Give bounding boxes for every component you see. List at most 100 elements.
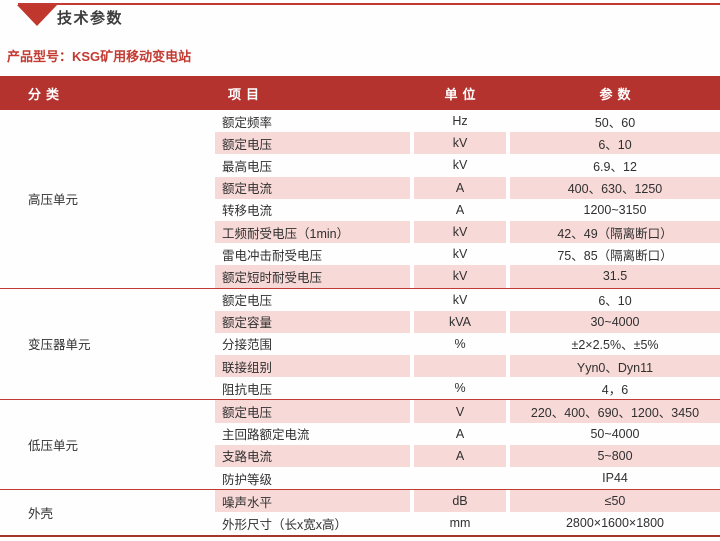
unit-cell: kV — [414, 132, 506, 155]
value-cell: IP44 — [602, 471, 628, 486]
item-cell: 主回路额定电流 — [222, 428, 310, 443]
table-row: 工频耐受电压（1min） kV 42、49（隔离断口） — [215, 220, 720, 244]
unit-cell: kV — [452, 158, 468, 173]
unit-cell: % — [454, 381, 466, 396]
unit-cell: % — [454, 336, 466, 351]
unit-cell: V — [414, 400, 506, 423]
table-body: 高压单元 额定频率 Hz 50、60 额定电压 kV 6、10 最高电压 kV 6.9、12 额定电… — [0, 110, 720, 537]
table-row: 最高电压 kV 6.9、12 — [215, 154, 720, 176]
table-row: 额定电压 kV 6、10 — [215, 289, 720, 311]
value-cell: 42、49（隔离断口） — [510, 220, 720, 244]
header-item: 项目 — [228, 86, 265, 102]
unit-cell: kV — [414, 220, 506, 244]
item-cell: 分接范围 — [222, 338, 273, 353]
section-rows: 额定电压 V 220、400、690、1200、3450 主回路额定电流 A 50~400… — [215, 400, 720, 489]
value-cell: 2800×1600×1800 — [565, 516, 665, 531]
value-cell: Yyn0、Dyn11 — [510, 355, 720, 378]
table-row: 主回路额定电流 A 50~4000 — [215, 423, 720, 445]
table-header-row: 分类 项目 单位 参数 — [0, 76, 720, 110]
header-category: 分类 — [28, 86, 65, 102]
table-section: 低压单元 额定电压 V 220、400、690、1200、3450 主回路额定电流 A 50… — [0, 399, 720, 489]
top-divider-line — [18, 3, 720, 5]
value-cell: 4，6 — [601, 382, 629, 397]
table-section: 高压单元 额定频率 Hz 50、60 额定电压 kV 6、10 最高电压 kV 6.9、12 额定电… — [0, 110, 720, 288]
item-cell: 外形尺寸（长x宽x高） — [222, 517, 348, 532]
item-cell: 雷电冲击耐受电压 — [222, 248, 323, 263]
section-rows: 额定频率 Hz 50、60 额定电压 kV 6、10 最高电压 kV 6.9、12 额定电流 A 40… — [215, 110, 720, 288]
header-unit: 单位 — [444, 86, 481, 102]
value-cell: 30~4000 — [510, 310, 720, 333]
unit-cell: A — [414, 176, 506, 199]
table-row: 外形尺寸（长x宽x高） mm 2800×1600×1800 — [215, 512, 720, 534]
value-cell: 220、400、690、1200、3450 — [510, 400, 720, 423]
category-cell: 外壳 — [28, 506, 54, 521]
unit-cell — [414, 467, 506, 489]
table-row: 阻抗电压% 4，6 — [215, 377, 720, 399]
item-cell: 支路电流 — [215, 444, 410, 467]
table-row: 转移电流 A 1200~3150 — [215, 199, 720, 221]
category-cell: 高压单元 — [28, 193, 79, 208]
unit-cell — [414, 355, 506, 378]
table-row: 额定电压 kV 6、10 — [215, 132, 720, 155]
value-cell: 6.9、12 — [593, 159, 637, 174]
unit-cell: A — [455, 202, 465, 217]
value-cell: ±2×2.5%、±5% — [571, 338, 659, 353]
section-title: 技术参数 — [57, 10, 124, 27]
unit-cell: A — [455, 426, 465, 441]
unit-cell: kV — [414, 265, 506, 288]
value-cell: 75、85（隔离断口） — [557, 248, 673, 263]
unit-cell: A — [414, 444, 506, 467]
unit-cell: Hz — [452, 114, 468, 129]
table-row: 额定电流 A 400、630、1250 — [215, 176, 720, 199]
table-row: 联接组别 Yyn0、Dyn11 — [215, 355, 720, 378]
item-cell: 转移电流 — [222, 204, 273, 219]
table-row: 额定频率 Hz 50、60 — [215, 110, 720, 132]
value-cell: 50、60 — [594, 115, 636, 130]
table-row: 额定短时耐受电压 kV 31.5 — [215, 265, 720, 288]
item-cell: 额定电压 — [215, 400, 410, 423]
table-row: 分接范围% ±2×2.5%、±5% — [215, 333, 720, 355]
unit-cell: dB — [414, 490, 506, 513]
item-cell: 联接组别 — [215, 355, 410, 378]
category-cell: 变压器单元 — [28, 338, 91, 353]
item-cell: 最高电压 — [222, 159, 273, 174]
unit-cell: mm — [449, 516, 471, 531]
item-cell: 额定短时耐受电压 — [215, 265, 410, 288]
category-cell: 低压单元 — [28, 439, 79, 454]
unit-cell: kVA — [414, 310, 506, 333]
table-row: 防护等级 IP44 — [215, 467, 720, 489]
item-cell: 额定电压 — [215, 132, 410, 155]
table-row: 雷电冲击耐受电压 kV 75、85（隔离断口） — [215, 243, 720, 265]
table-row: 额定容量 kVA 30~4000 — [215, 310, 720, 333]
item-cell: 阻抗电压 — [222, 382, 273, 397]
item-cell: 额定容量 — [215, 310, 410, 333]
value-cell: 1200~3150 — [583, 202, 647, 217]
value-cell: 6、10 — [598, 294, 632, 309]
parameters-table: 分类 项目 单位 参数 高压单元 额定频率 Hz 50、60 额定电压 kV 6、10 最高电… — [0, 76, 720, 537]
item-cell: 噪声水平 — [215, 490, 410, 513]
value-cell: ≤50 — [510, 490, 720, 513]
item-cell: 额定电压 — [222, 294, 273, 309]
value-cell: 31.5 — [510, 265, 720, 288]
table-section: 变压器单元 额定电压 kV 6、10 额定容量 kVA 30~4000 分接范围% ±2×2.5… — [0, 287, 720, 400]
table-row: 支路电流 A 5~800 — [215, 444, 720, 467]
value-cell: 400、630、1250 — [510, 176, 720, 199]
section-rows: 额定电压 kV 6、10 额定容量 kVA 30~4000 分接范围% ±2×2.5%、±5%… — [215, 289, 720, 400]
table-row: 额定电压 V 220、400、690、1200、3450 — [215, 400, 720, 423]
table-row: 噪声水平 dB ≤50 — [215, 490, 720, 513]
unit-cell: kV — [452, 247, 468, 262]
value-cell: 5~800 — [510, 444, 720, 467]
item-cell: 工频耐受电压（1min） — [215, 220, 410, 244]
value-cell: 6、10 — [510, 132, 720, 155]
unit-cell: kV — [452, 292, 468, 307]
table-section: 外壳 噪声水平 dB ≤50 外形尺寸（长x宽x高） mm 2800×1600×1800 — [0, 489, 720, 534]
value-cell: 50~4000 — [590, 426, 640, 441]
item-cell: 防护等级 — [222, 472, 273, 487]
header-parameter: 参数 — [599, 86, 636, 102]
red-triangle-icon — [17, 5, 57, 26]
item-cell: 额定频率 — [222, 115, 273, 130]
product-model-label: 产品型号：KSG矿用移动变电站 — [7, 49, 192, 64]
item-cell: 额定电流 — [215, 176, 410, 199]
section-rows: 噪声水平 dB ≤50 外形尺寸（长x宽x高） mm 2800×1600×1800 — [215, 490, 720, 534]
